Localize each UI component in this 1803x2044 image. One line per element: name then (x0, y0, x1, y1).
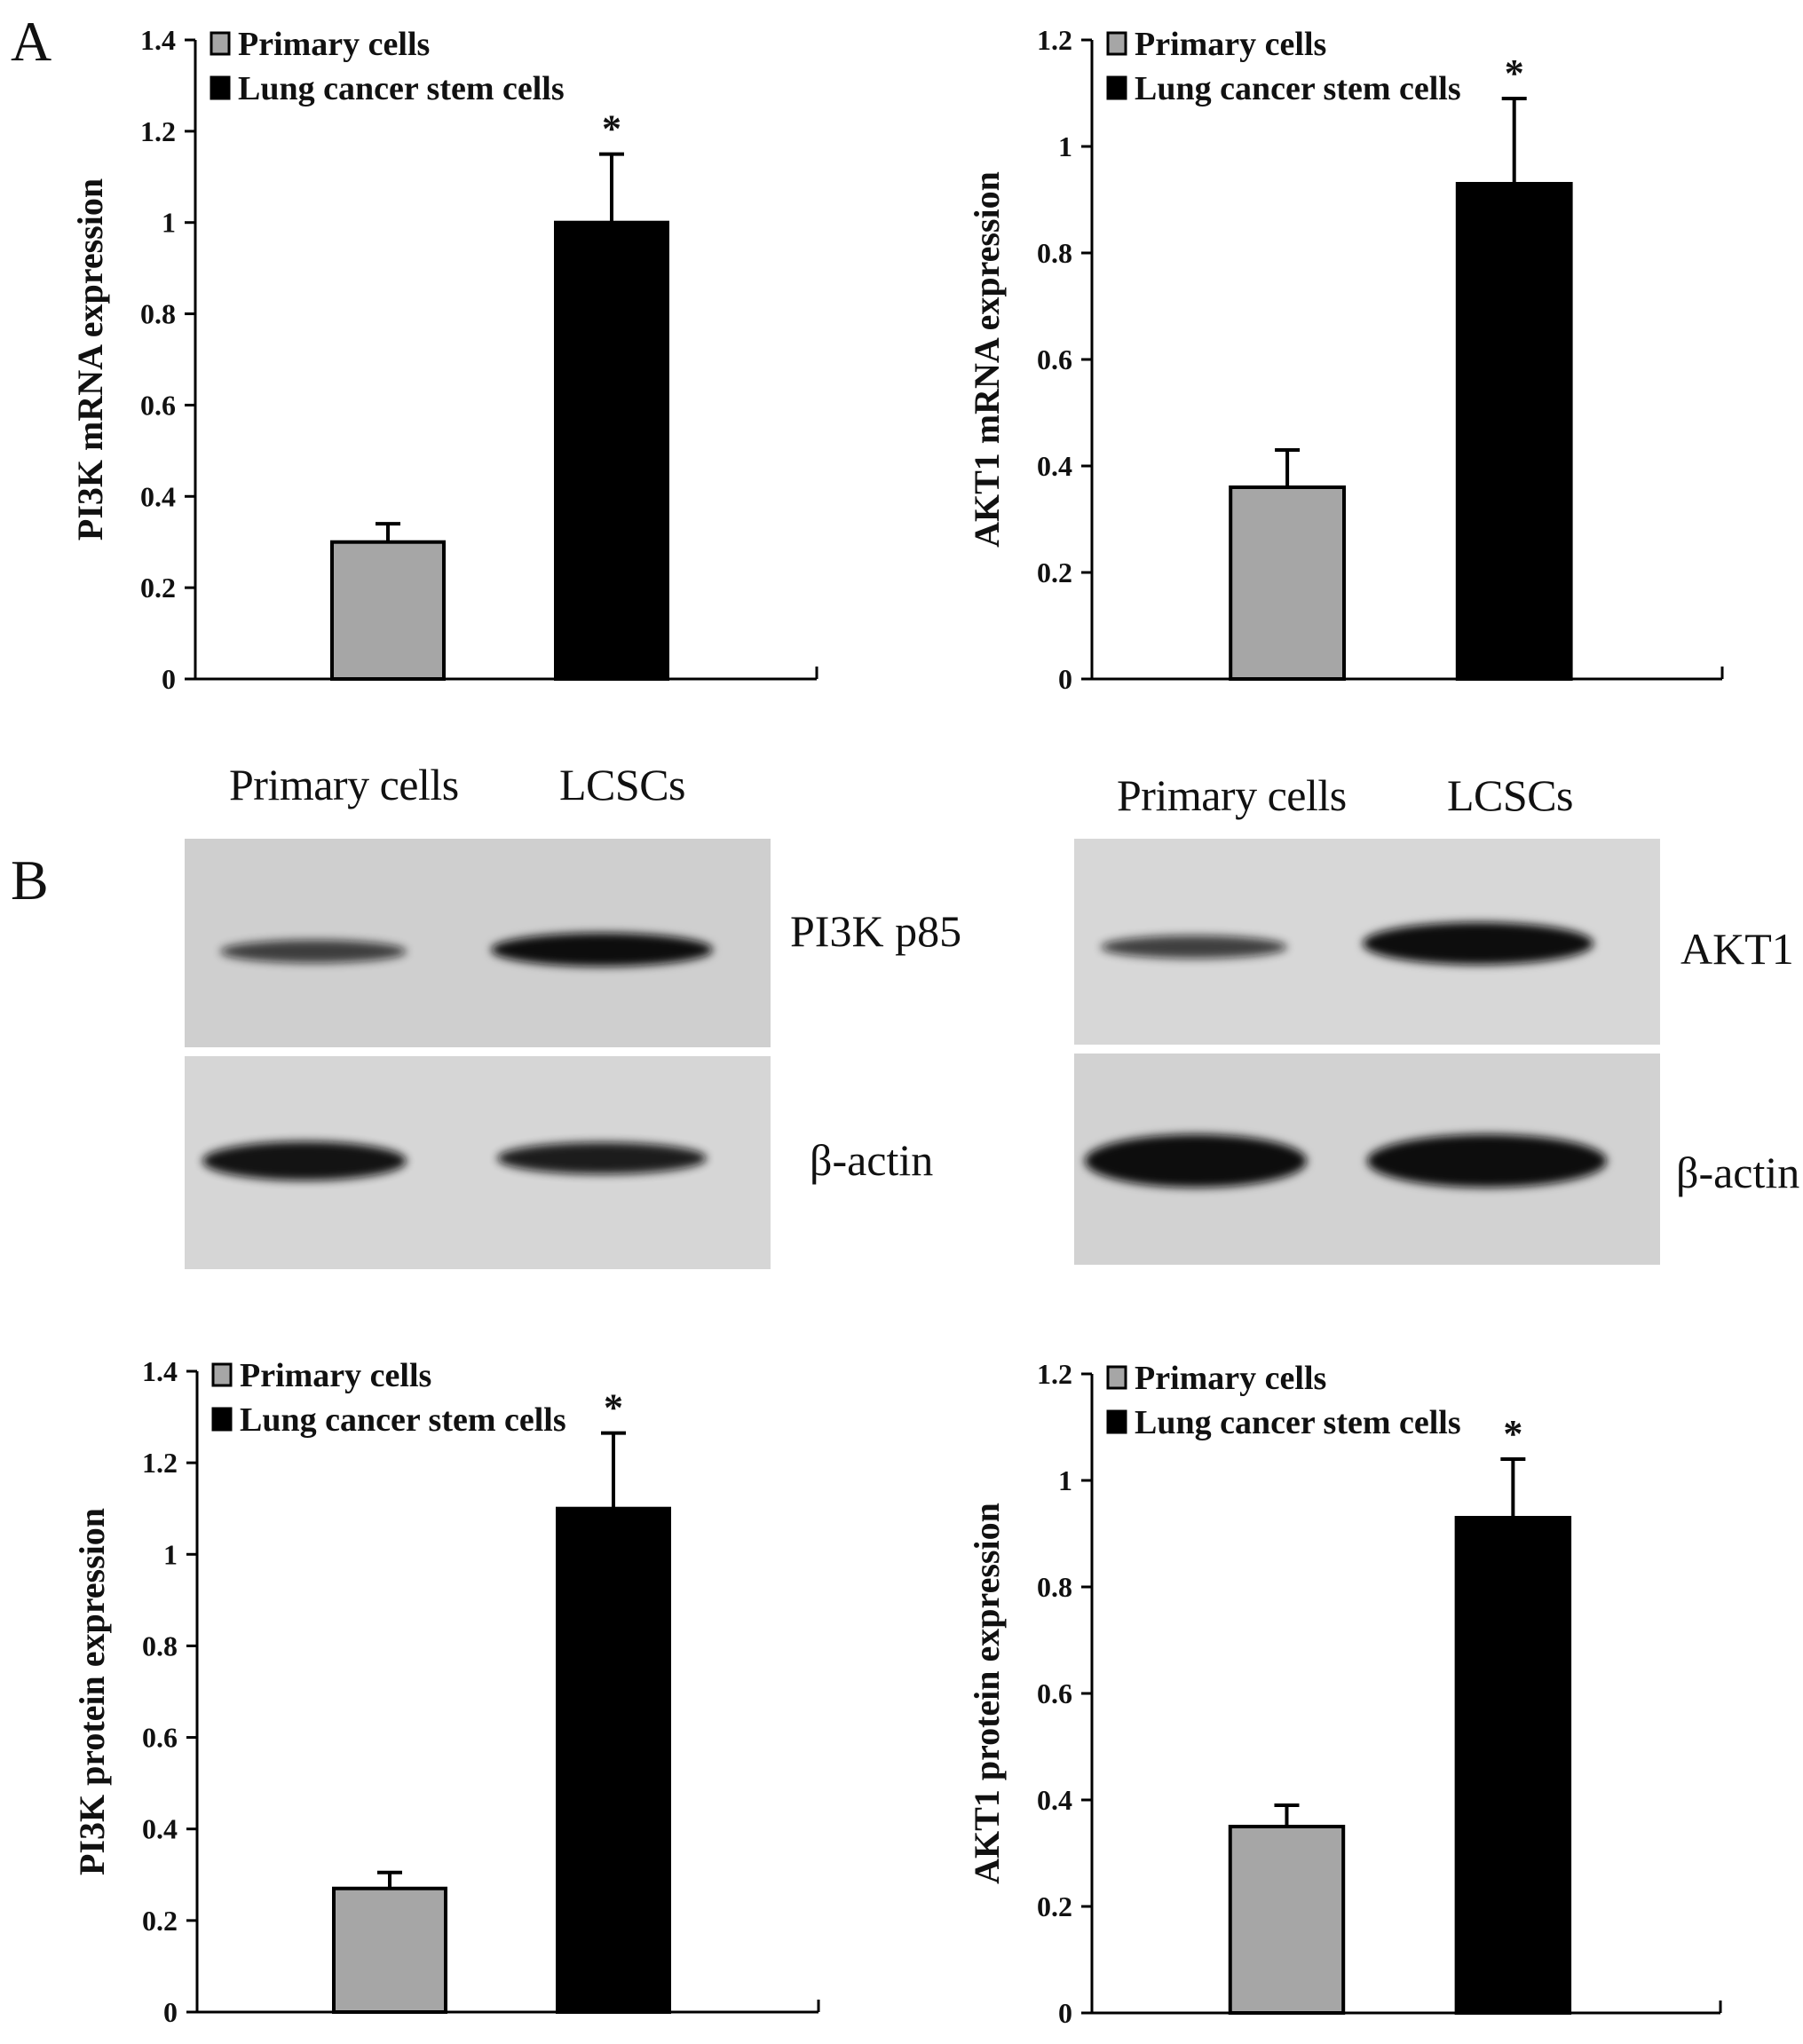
blot2-loading-label: β-actin (1676, 1148, 1800, 1197)
y-tick-label: 0.6 (1037, 343, 1072, 375)
y-tick-label: 0 (163, 1996, 178, 2028)
y-tick-label: 0.8 (140, 298, 176, 330)
blot1-band-actin-primary (202, 1141, 407, 1180)
legend-swatch-lung-cancer-stem-cells (211, 1407, 233, 1432)
legend-swatch-primary-cells (210, 31, 231, 56)
blot1-band-pi3k-primary (220, 940, 407, 963)
legend-label: Lung cancer stem cells (240, 1401, 566, 1439)
significance-marker: * (1505, 51, 1524, 95)
y-axis-label: AKT1 mRNA expression (967, 171, 1007, 548)
blot2-band-actin-lcsc (1367, 1134, 1607, 1188)
blot1-target-label: PI3K p85 (790, 906, 962, 956)
bar-primary-cells (1228, 1825, 1346, 2015)
y-tick-label: 0.4 (1037, 1784, 1072, 1816)
legend-label: Primary cells (238, 26, 430, 63)
y-tick-label: 0.4 (1037, 450, 1072, 482)
y-tick-label: 1.2 (1037, 1358, 1072, 1390)
y-tick-label: 0.8 (1037, 237, 1072, 269)
blot2-band-akt1-primary (1101, 935, 1287, 959)
y-tick-label: 0.2 (1037, 556, 1072, 588)
y-tick-label: 0.6 (1037, 1677, 1072, 1709)
y-tick-label: 0.2 (140, 572, 176, 604)
legend-label: Lung cancer stem cells (1135, 70, 1461, 107)
legend-swatch-primary-cells (211, 1362, 233, 1387)
chart-svg-0: 0 0.2 0.4 0.6 0.8 1 1.2 1.4 PI3K mRNA expression… (70, 24, 818, 695)
legend-swatch-lung-cancer-stem-cells (1106, 1409, 1127, 1434)
western-blot-pi3k (185, 839, 771, 1269)
legend-swatch-primary-cells (1106, 1365, 1127, 1390)
bar-lung-cancer-stem-cells (1455, 182, 1573, 681)
y-tick-label: 0 (162, 663, 176, 695)
y-tick-label: 0 (1058, 663, 1072, 695)
y-tick-label: 0.2 (142, 1905, 178, 1937)
y-tick-label: 0.6 (140, 389, 176, 421)
significance-marker: * (1503, 1412, 1522, 1456)
legend-swatch-primary-cells (1106, 31, 1127, 56)
western-blot-akt1 (1074, 839, 1660, 1265)
y-axis-label: PI3K protein expression (72, 1508, 112, 1875)
significance-marker: * (602, 107, 621, 151)
y-tick-label: 0.8 (1037, 1571, 1072, 1603)
blot1-lane-label-primary: Primary cells (229, 760, 459, 809)
bar-lung-cancer-stem-cells (554, 220, 669, 681)
y-tick-label: 0.4 (140, 480, 176, 512)
y-tick-label: 0.4 (142, 1813, 178, 1845)
blot2-lane-label-primary: Primary cells (1117, 770, 1347, 820)
legend-swatch-lung-cancer-stem-cells (210, 75, 231, 100)
y-axis-label: PI3K mRNA expression (70, 178, 110, 541)
legend-label: Primary cells (1135, 26, 1326, 63)
y-tick-label: 1 (162, 207, 176, 239)
chart-pi3k-protein: 0 0.2 0.4 0.6 0.8 1 1.2 1.4 PI3K protein express… (0, 0, 901, 2040)
blot2-lane-label-lcscs: LCSCs (1447, 770, 1574, 820)
panel-letter-a: A (11, 10, 52, 73)
y-tick-label: 1 (1058, 1464, 1072, 1496)
chart-pi3k-mrna: 0 0.2 0.4 0.6 0.8 1 1.2 1.4 PI3K mRNA expression… (0, 0, 901, 710)
y-tick-label: 0.8 (142, 1630, 178, 1661)
blot1-loading-label: β-actin (810, 1135, 934, 1185)
y-tick-label: 0 (1058, 1997, 1072, 2029)
significance-marker: * (604, 1386, 623, 1430)
legend-label: Lung cancer stem cells (238, 70, 565, 107)
chart-svg-2: 0 0.2 0.4 0.6 0.8 1 1.2 1.4 PI3K protein express… (72, 1355, 820, 2028)
panel-letter-b: B (11, 848, 49, 912)
bar-lung-cancer-stem-cells (1454, 1516, 1572, 2015)
legend-label: Lung cancer stem cells (1135, 1404, 1461, 1441)
y-tick-label: 1.4 (142, 1355, 178, 1387)
blot1-lane-label-lcscs: LCSCs (559, 760, 686, 809)
blot1-band-actin-lcsc (497, 1142, 707, 1174)
legend-swatch-lung-cancer-stem-cells (1106, 75, 1127, 100)
y-tick-label: 0.2 (1037, 1890, 1072, 1922)
y-tick-label: 1.2 (140, 115, 176, 147)
blot2-target-label: AKT1 (1680, 924, 1794, 974)
blot2-band-actin-primary (1085, 1134, 1307, 1188)
legend-label: Primary cells (240, 1357, 431, 1394)
blot2-band-akt1-lcsc (1363, 922, 1593, 965)
y-tick-label: 1.2 (1037, 24, 1072, 56)
y-tick-label: 1 (163, 1538, 178, 1570)
y-tick-label: 0.6 (142, 1722, 178, 1754)
y-tick-label: 1 (1058, 130, 1072, 162)
y-tick-label: 1.4 (140, 24, 176, 56)
legend-label: Primary cells (1135, 1360, 1326, 1397)
chart-akt1-mrna: 0 0.2 0.4 0.6 0.8 1 1.2 AKT1 mRNA expression * Pr… (0, 0, 1803, 710)
y-tick-label: 1.2 (142, 1447, 178, 1479)
chart-svg-1: 0 0.2 0.4 0.6 0.8 1 1.2 AKT1 mRNA expression * Pr… (967, 24, 1724, 695)
y-axis-label: AKT1 protein expression (967, 1503, 1007, 1884)
blot1-band-pi3k-lcsc (491, 933, 713, 967)
